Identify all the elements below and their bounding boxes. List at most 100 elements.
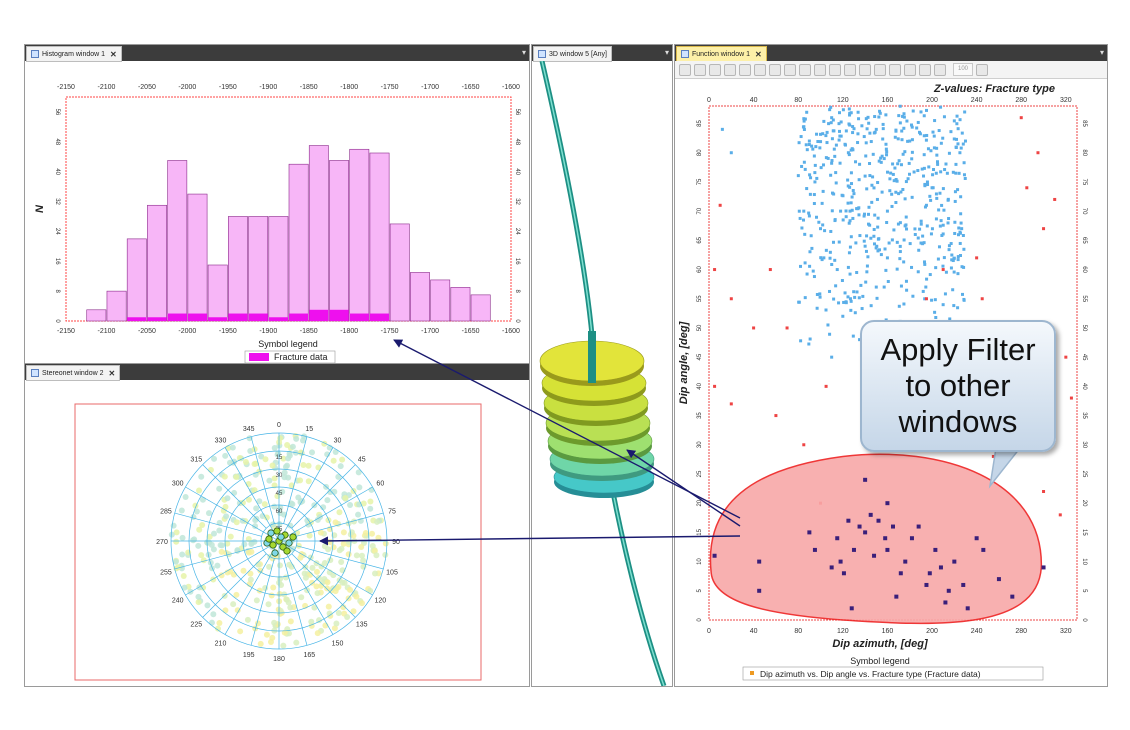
- blue-point: [923, 205, 927, 209]
- blue-point: [931, 173, 935, 177]
- blue-point: [951, 288, 955, 292]
- blue-point: [912, 170, 916, 174]
- close-icon[interactable]: ✕: [108, 368, 116, 378]
- pick-tool-icon[interactable]: [709, 63, 721, 76]
- pan-tool-icon[interactable]: [679, 63, 691, 76]
- view3d-scene[interactable]: [532, 60, 672, 686]
- close-icon[interactable]: ✕: [110, 49, 117, 59]
- stereonet-point: [316, 617, 323, 624]
- blue-point: [899, 284, 903, 288]
- blue-point: [916, 120, 920, 124]
- blue-point: [941, 303, 945, 307]
- stereonet-point: [253, 597, 260, 604]
- stereonet-point: [295, 494, 302, 501]
- blue-point: [876, 249, 880, 253]
- info-icon[interactable]: [889, 63, 901, 76]
- grid-tool-icon[interactable]: [724, 63, 736, 76]
- blue-point: [958, 151, 962, 155]
- tab-function-window[interactable]: Function window 1 ✕: [676, 46, 767, 62]
- blue-point: [848, 245, 852, 249]
- points-tool-icon[interactable]: [754, 63, 766, 76]
- blue-point: [844, 129, 848, 133]
- stereonet-point: [382, 551, 389, 558]
- blue-point: [829, 229, 833, 233]
- tab-stereonet-window[interactable]: Stereonet window 2 ✕: [26, 365, 121, 381]
- callout-line: to other: [905, 368, 1011, 403]
- blue-point: [862, 135, 866, 139]
- stereonet-point: [324, 579, 331, 586]
- blue-point: [846, 295, 850, 299]
- blue-point: [809, 234, 813, 238]
- stereonet-point: [196, 526, 203, 533]
- histogram-bar: [167, 160, 188, 322]
- curve-tool-icon[interactable]: [784, 63, 796, 76]
- line-tool-icon[interactable]: [769, 63, 781, 76]
- x-tick-label-top: -2150: [57, 84, 75, 91]
- filter-tool-icon[interactable]: [874, 63, 886, 76]
- edit-tool-icon[interactable]: [739, 63, 751, 76]
- stereonet-point: [173, 529, 180, 536]
- select-tool-icon[interactable]: [694, 63, 706, 76]
- stereonet-point: [199, 496, 206, 503]
- window-menu-icon[interactable]: ▾: [664, 48, 669, 57]
- scale-tool-icon[interactable]: [844, 63, 856, 76]
- blue-point: [886, 279, 890, 283]
- print-icon[interactable]: [934, 63, 946, 76]
- blue-point: [875, 296, 879, 300]
- red-point: [729, 402, 733, 406]
- close-icon[interactable]: ✕: [754, 49, 762, 59]
- stereonet-point: [289, 501, 296, 508]
- selected-point: [1010, 594, 1015, 599]
- blue-point: [852, 290, 856, 294]
- stereonet-point: [293, 639, 300, 646]
- blue-point: [858, 162, 862, 166]
- x-tick-label-top: -1900: [259, 84, 277, 91]
- blue-point: [924, 285, 928, 289]
- stereonet-point: [300, 462, 307, 469]
- zoom-level-input[interactable]: 100: [953, 63, 974, 76]
- page-icon[interactable]: [919, 63, 931, 76]
- blue-point: [878, 109, 882, 113]
- y-tick-label: 24: [54, 228, 60, 235]
- blue-point: [951, 170, 955, 174]
- blue-point: [831, 118, 835, 122]
- settings-icon[interactable]: [976, 63, 989, 76]
- blue-point: [841, 314, 845, 318]
- blue-point: [901, 114, 905, 118]
- blue-point: [802, 117, 806, 121]
- eye-icon[interactable]: [799, 63, 811, 76]
- selected-point: [909, 536, 914, 541]
- histogram-bar: [187, 193, 208, 322]
- window-menu-icon[interactable]: ▾: [521, 48, 526, 57]
- blue-point: [885, 150, 889, 154]
- tab-histogram-window[interactable]: Histogram window 1 ✕: [26, 46, 122, 62]
- blue-point: [852, 127, 856, 131]
- stereonet-point: [332, 519, 339, 526]
- blue-point: [878, 111, 882, 115]
- stereonet-point: [224, 540, 231, 547]
- zoom-icon[interactable]: [814, 63, 826, 76]
- blue-point: [925, 133, 929, 137]
- blue-point: [899, 163, 903, 167]
- blue-point: [729, 151, 733, 155]
- stereonet-point: [279, 488, 286, 495]
- blue-point: [831, 240, 835, 244]
- stereonet-point: [375, 534, 382, 541]
- legend-tool-icon[interactable]: [859, 63, 871, 76]
- axis-tool-icon[interactable]: [829, 63, 841, 76]
- blue-point: [856, 110, 860, 114]
- window-menu-icon[interactable]: ▾: [1099, 48, 1104, 57]
- blue-point: [963, 139, 967, 143]
- blue-point: [827, 122, 831, 126]
- blue-point: [937, 245, 941, 249]
- y-tick-label: 32: [54, 198, 60, 205]
- tab-view3d-window[interactable]: 3D window 5 [Any]: [533, 46, 612, 62]
- blue-point: [953, 190, 957, 194]
- blue-point: [802, 119, 806, 123]
- blue-point: [904, 180, 908, 184]
- blue-point: [837, 111, 841, 115]
- stereonet-point: [216, 485, 223, 492]
- camera-icon[interactable]: [904, 63, 916, 76]
- y-tick-label-right: 80: [1081, 149, 1087, 156]
- histogram-bar-filtered: [127, 317, 147, 321]
